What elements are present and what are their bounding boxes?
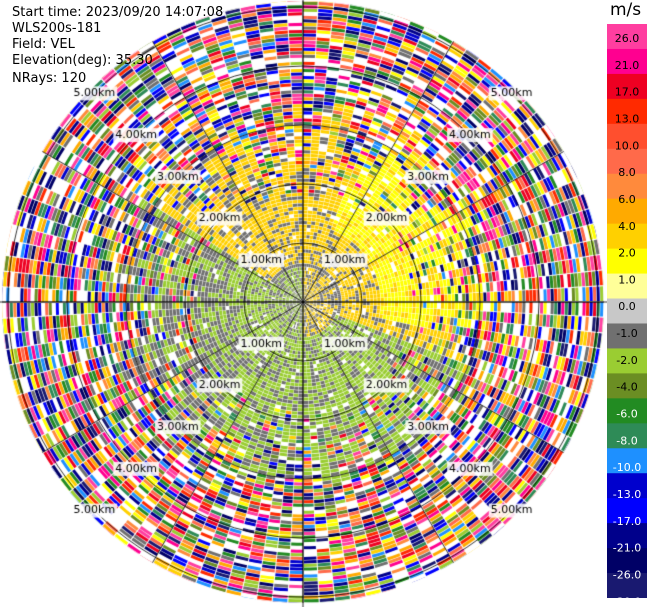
colorbar-tick-label: -13.0	[613, 488, 641, 501]
colorbar-tick-label: -1.0	[616, 327, 637, 340]
colorbar-swatch	[607, 448, 647, 474]
colorbar-swatch	[607, 173, 647, 200]
colorbar-tick-label: 13.0	[615, 112, 640, 125]
colorbar-tick-label: -30.0	[613, 595, 641, 598]
colorbar-tick-label: 4.0	[618, 220, 636, 233]
colorbar-swatch	[607, 273, 647, 300]
colorbar-tick-label: -8.0	[616, 434, 637, 447]
colorbar-tick-label: 0.0	[618, 300, 636, 313]
colorbar-swatch	[607, 223, 647, 250]
colorbar-swatch	[607, 423, 647, 449]
colorbar-tick-label: 21.0	[615, 59, 640, 72]
colorbar-swatch	[607, 498, 647, 524]
colorbar-tick-label: -26.0	[613, 568, 641, 581]
colorbar-tick-label: 10.0	[615, 139, 640, 152]
colorbar-swatch	[607, 548, 647, 574]
colorbar-swatch	[607, 123, 647, 150]
colorbar-tick-label: 8.0	[618, 166, 636, 179]
colorbar-tick-label: -6.0	[616, 408, 637, 421]
colorbar-swatch	[607, 98, 647, 125]
colorbar-tick-label: -21.0	[613, 542, 641, 555]
colorbar-tick-label: 17.0	[615, 86, 640, 99]
colorbar-swatch	[607, 73, 647, 100]
colorbar-tick-label: -10.0	[613, 461, 641, 474]
nrays-label: NRays: 120	[12, 71, 87, 86]
colorbar-tick-label: 26.0	[615, 32, 640, 45]
colorbar-tick-label: -17.0	[613, 515, 641, 528]
colorbar-tick-label: 1.0	[618, 273, 636, 286]
colorbar-tick-label: -2.0	[616, 354, 637, 367]
colorbar-swatch	[607, 573, 647, 598]
colorbar-swatch	[607, 148, 647, 175]
colorbar-tick-label: 6.0	[618, 193, 636, 206]
colorbar-swatch	[607, 323, 647, 349]
colorbar: 26.0 21.0 17.0 13.0 10.0 8.0 6.0 4.0 2.0 1.0 0.0 -1…	[607, 24, 647, 598]
colorbar-tick-label: 2.0	[618, 247, 636, 260]
instrument-label: WLS200s-181	[12, 21, 102, 36]
colorbar-swatch	[607, 473, 647, 499]
ppi-scan-plot	[0, 0, 607, 607]
colorbar-swatch	[607, 48, 647, 75]
colorbar-swatch	[607, 373, 647, 399]
colorbar-swatch	[607, 523, 647, 549]
colorbar-unit: m/s	[610, 0, 642, 20]
colorbar-swatch	[607, 198, 647, 225]
field-label: Field: VEL	[12, 37, 75, 52]
colorbar-swatch	[607, 248, 647, 275]
colorbar-tick-label: -4.0	[616, 381, 637, 394]
start-time-label: Start time: 2023/09/20 14:07:08	[12, 5, 224, 20]
colorbar-swatch	[607, 24, 647, 50]
colorbar-swatch	[607, 398, 647, 424]
colorbar-swatch	[607, 298, 647, 324]
elevation-label: Elevation(deg): 35.30	[12, 53, 153, 68]
colorbar-swatch	[607, 348, 647, 374]
